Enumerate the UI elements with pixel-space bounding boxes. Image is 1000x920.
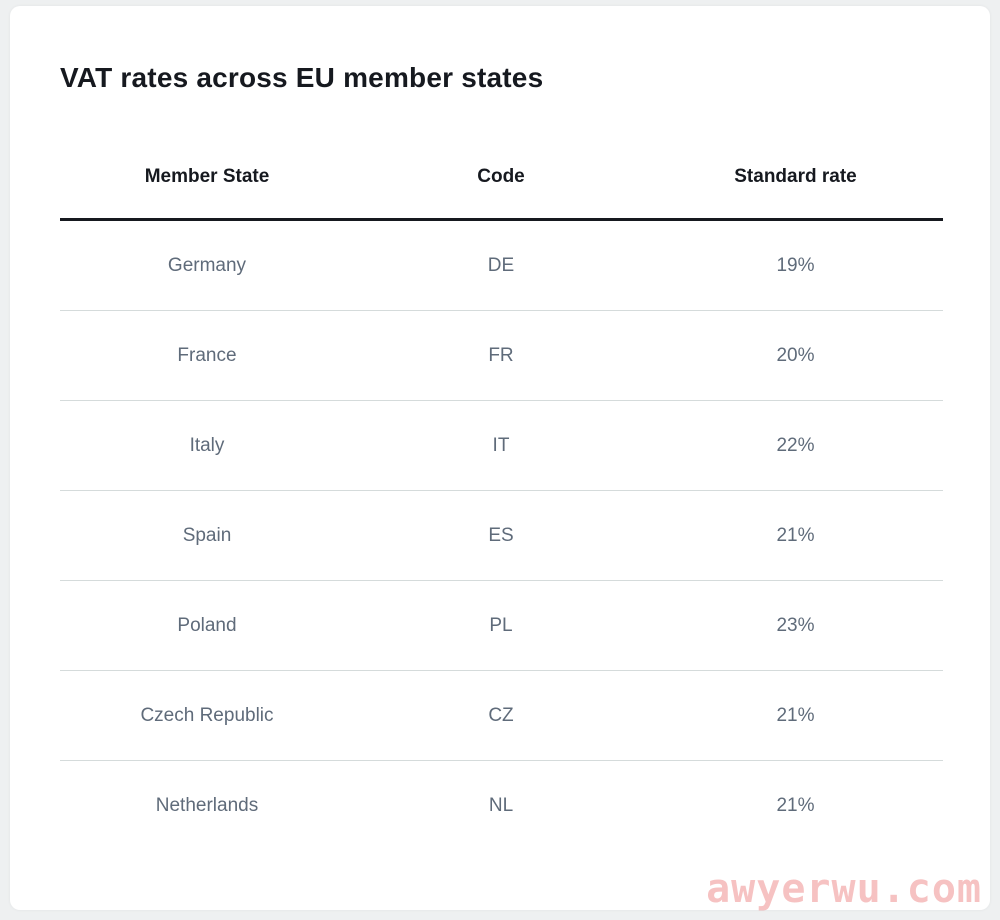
cell-standard-rate: 20% bbox=[648, 310, 943, 401]
cell-code: DE bbox=[354, 219, 648, 311]
vat-rates-table: Member State Code Standard rate Germany … bbox=[60, 136, 943, 850]
page-title: VAT rates across EU member states bbox=[60, 62, 544, 93]
cell-member-state: Germany bbox=[60, 219, 354, 311]
table-header-row: Member State Code Standard rate bbox=[60, 136, 943, 221]
cell-member-state: France bbox=[60, 310, 354, 401]
site-watermark: awyerwu.com bbox=[706, 866, 982, 912]
table-row: Netherlands NL 21% bbox=[60, 761, 943, 851]
cell-code: IT bbox=[354, 400, 648, 491]
cell-standard-rate: 19% bbox=[648, 219, 943, 311]
cell-code: NL bbox=[488, 794, 514, 816]
cell-code: ES bbox=[354, 490, 648, 581]
cell-code: FR bbox=[354, 310, 648, 401]
cell-member-state: Spain bbox=[60, 490, 354, 581]
cell-code: CZ bbox=[354, 670, 648, 761]
cell-member-state: Italy bbox=[60, 400, 354, 491]
cell-standard-rate: 23% bbox=[648, 580, 943, 671]
table-row: Poland PL 23% bbox=[60, 580, 943, 671]
cell-member-state: Netherlands bbox=[155, 794, 259, 816]
header-code: Code bbox=[354, 136, 648, 221]
cell-standard-rate: 21% bbox=[776, 794, 815, 816]
cell-standard-rate: 21% bbox=[648, 670, 943, 761]
header-member-state: Member State bbox=[60, 136, 354, 221]
table-row: Italy IT 22% bbox=[60, 400, 943, 491]
table-row: Spain ES 21% bbox=[60, 490, 943, 581]
table-row: Germany DE 19% bbox=[60, 219, 943, 311]
header-standard-rate: Standard rate bbox=[648, 136, 943, 221]
vat-card: VAT rates across EU member states Member… bbox=[10, 6, 990, 910]
cell-member-state: Czech Republic bbox=[60, 670, 354, 761]
cell-code: PL bbox=[354, 580, 648, 671]
cell-member-state: Poland bbox=[60, 580, 354, 671]
cell-standard-rate: 22% bbox=[648, 400, 943, 491]
table-row: France FR 20% bbox=[60, 310, 943, 401]
table-row: Czech Republic CZ 21% bbox=[60, 670, 943, 761]
cell-standard-rate: 21% bbox=[648, 490, 943, 581]
